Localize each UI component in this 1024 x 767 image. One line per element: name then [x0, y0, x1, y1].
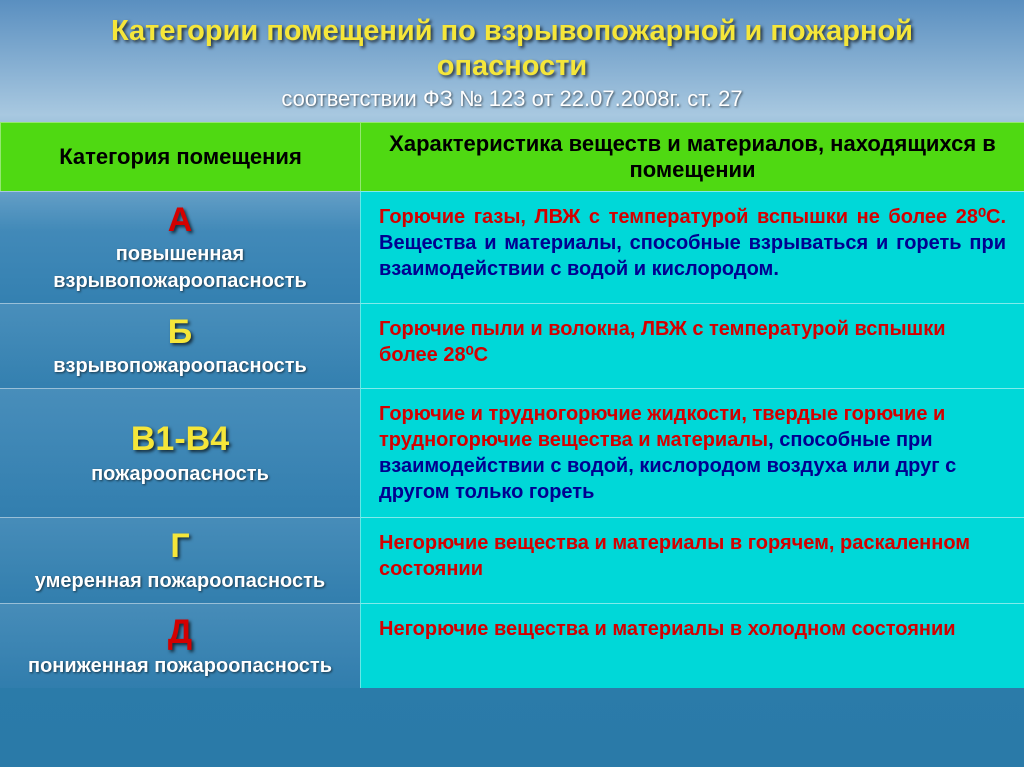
- main-title: Категории помещений по взрывопожарной и …: [40, 14, 984, 84]
- cat-letter: Д: [168, 614, 192, 651]
- cat-letter: Г: [170, 528, 189, 565]
- cat-cell-b: Б взрывопожароопасность: [0, 303, 360, 388]
- desc-cell-a: Горючие газы, ЛВЖ с температурой вспышки…: [360, 191, 1024, 303]
- cat-desc: взрывопожароопасность: [53, 270, 307, 293]
- desc-cell-g: Негорючие вещества и материалы в горячем…: [360, 517, 1024, 602]
- desc-highlight: Горючие пыли и волокна, ЛВЖ с температур…: [379, 318, 946, 366]
- cat-cell-g: Г умеренная пожароопасность: [0, 517, 360, 602]
- desc-cell-v: Горючие и трудногорючие жидкости, тверды…: [360, 388, 1024, 517]
- cat-letter: В1-В4: [131, 421, 229, 458]
- title-block: Категории помещений по взрывопожарной и …: [0, 0, 1024, 122]
- cat-desc: пожароопасность: [91, 463, 269, 486]
- header-description: Характеристика веществ и материалов, нах…: [360, 122, 1024, 191]
- desc-cell-d: Негорючие вещества и материалы в холодно…: [360, 603, 1024, 688]
- cat-desc: пониженная пожароопасность: [28, 655, 332, 678]
- desc-highlight: Негорючие вещества и материалы в холодно…: [379, 618, 956, 640]
- desc-highlight: Горючие газы, ЛВЖ с температурой вспышки…: [379, 206, 1006, 228]
- cat-desc: умеренная пожароопасность: [35, 570, 325, 593]
- header-category: Категория помещения: [0, 122, 360, 191]
- cat-cell-a: А повышенная взрывопожароопасность: [0, 191, 360, 303]
- desc-cell-b: Горючие пыли и волокна, ЛВЖ с температур…: [360, 303, 1024, 388]
- cat-cell-d: Д пониженная пожароопасность: [0, 603, 360, 688]
- desc-highlight: Негорючие вещества и материалы в горячем…: [379, 532, 970, 580]
- subtitle: соответствии ФЗ № 123 от 22.07.2008г. ст…: [40, 86, 984, 112]
- cat-desc: повышенная: [116, 243, 244, 266]
- cat-cell-v: В1-В4 пожароопасность: [0, 388, 360, 517]
- category-table: Категория помещения Характеристика вещес…: [0, 122, 1024, 689]
- cat-desc: взрывопожароопасность: [53, 355, 307, 378]
- cat-letter: Б: [168, 314, 192, 351]
- cat-letter: А: [168, 202, 193, 239]
- desc-text: Вещества и материалы, способные взрывать…: [379, 232, 1006, 280]
